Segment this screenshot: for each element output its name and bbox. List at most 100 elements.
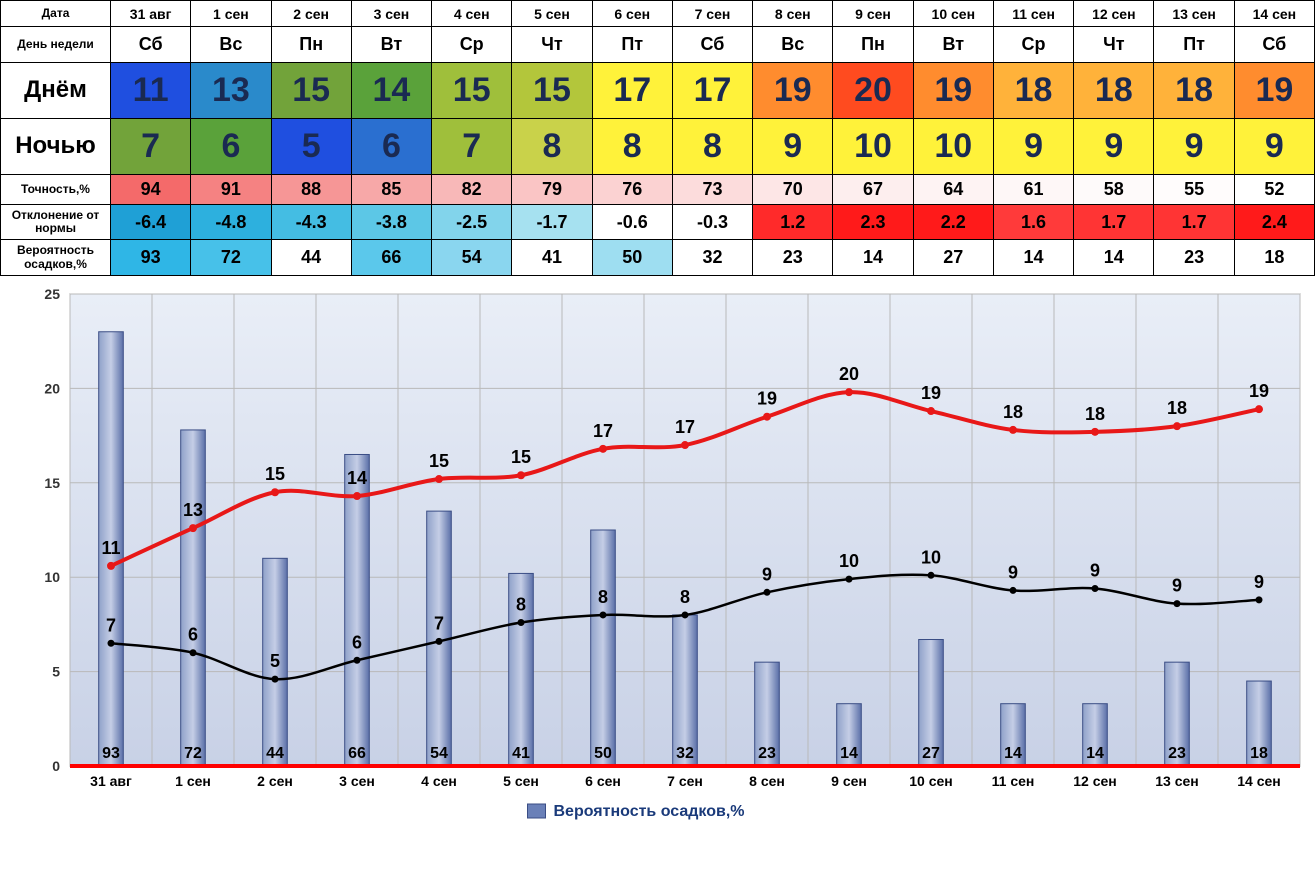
precip-cell: 18 bbox=[1234, 240, 1314, 275]
weather-table: Дата31 авг1 сен2 сен3 сен4 сен5 сен6 сен… bbox=[0, 0, 1315, 276]
night-temp-label: 9 bbox=[762, 564, 772, 584]
deviation-cell: 1.2 bbox=[753, 205, 833, 240]
day-temp-cell: 11 bbox=[111, 63, 191, 119]
precip-cell: 23 bbox=[753, 240, 833, 275]
legend: Вероятность осадков,% bbox=[528, 803, 745, 820]
night-temp-cell: 9 bbox=[753, 119, 833, 175]
precip-cell: 50 bbox=[592, 240, 672, 275]
day-temp-cell: 19 bbox=[1234, 63, 1314, 119]
precip-bar-label: 27 bbox=[922, 745, 940, 762]
night-temp-cell: 10 bbox=[833, 119, 913, 175]
day-temp-label: 15 bbox=[265, 464, 285, 484]
dow-cell: Сб bbox=[1234, 27, 1314, 63]
deviation-cell: -3.8 bbox=[351, 205, 431, 240]
precip-cell: 23 bbox=[1154, 240, 1234, 275]
y-tick-label: 10 bbox=[44, 569, 60, 585]
day-temp-label: 15 bbox=[511, 447, 531, 467]
dow-cell: Ср bbox=[432, 27, 512, 63]
dow-cell: Пт bbox=[592, 27, 672, 63]
night-temp-label: 9 bbox=[1090, 560, 1100, 580]
dow-cell: Ср bbox=[993, 27, 1073, 63]
x-tick-label: 2 сен bbox=[257, 773, 293, 789]
night-temp-marker bbox=[600, 611, 607, 618]
day-temp-cell: 18 bbox=[1154, 63, 1234, 119]
accuracy-cell: 76 bbox=[592, 175, 672, 205]
x-tick-label: 7 сен bbox=[667, 773, 703, 789]
accuracy-cell: 82 bbox=[432, 175, 512, 205]
precip-cell: 66 bbox=[351, 240, 431, 275]
accuracy-cell: 73 bbox=[672, 175, 752, 205]
night-temp-marker bbox=[354, 657, 361, 664]
day-temp-cell: 14 bbox=[351, 63, 431, 119]
date-cell: 31 авг bbox=[111, 1, 191, 27]
day-temp-label: 17 bbox=[675, 417, 695, 437]
day-temp-marker bbox=[763, 412, 771, 420]
precip-bar-label: 44 bbox=[266, 745, 284, 762]
day-temp-marker bbox=[1091, 428, 1099, 436]
day-temp-label: 19 bbox=[921, 383, 941, 403]
day-temp-label: 18 bbox=[1085, 404, 1105, 424]
day-temp-cell: 17 bbox=[672, 63, 752, 119]
night-temp-label: 8 bbox=[598, 587, 608, 607]
night-temp-label: 6 bbox=[352, 632, 362, 652]
night-temp-label: 7 bbox=[434, 613, 444, 633]
precip-bar-label: 72 bbox=[184, 745, 202, 762]
precip-cell: 44 bbox=[271, 240, 351, 275]
day-temp-cell: 18 bbox=[1074, 63, 1154, 119]
day-temp-label: 11 bbox=[101, 538, 120, 558]
x-tick-label: 13 сен bbox=[1155, 773, 1199, 789]
day-temp-cell: 13 bbox=[191, 63, 271, 119]
precip-bar-label: 14 bbox=[840, 745, 858, 762]
night-temp-label: 5 bbox=[270, 651, 280, 671]
date-cell: 3 сен bbox=[351, 1, 431, 27]
night-temp-marker bbox=[928, 572, 935, 579]
deviation-cell: 2.3 bbox=[833, 205, 913, 240]
night-temp-marker bbox=[108, 640, 115, 647]
night-temp-label: 10 bbox=[839, 551, 859, 571]
night-temp-cell: 6 bbox=[191, 119, 271, 175]
date-cell: 10 сен bbox=[913, 1, 993, 27]
precip-bar-label: 14 bbox=[1086, 745, 1104, 762]
dow-cell: Сб bbox=[111, 27, 191, 63]
dow-cell: Вт bbox=[913, 27, 993, 63]
day-temp-marker bbox=[1009, 426, 1017, 434]
row-header: Ночью bbox=[1, 119, 111, 175]
night-temp-marker bbox=[1256, 596, 1263, 603]
night-temp-marker bbox=[190, 649, 197, 656]
accuracy-cell: 52 bbox=[1234, 175, 1314, 205]
date-cell: 6 сен bbox=[592, 1, 672, 27]
night-temp-marker bbox=[764, 589, 771, 596]
date-cell: 4 сен bbox=[432, 1, 512, 27]
x-tick-label: 31 авг bbox=[90, 773, 132, 789]
legend-swatch bbox=[528, 804, 546, 818]
x-tick-label: 11 сен bbox=[992, 773, 1035, 789]
night-temp-label: 7 bbox=[106, 615, 116, 635]
night-temp-cell: 8 bbox=[512, 119, 592, 175]
deviation-cell: -6.4 bbox=[111, 205, 191, 240]
precip-bar-label: 32 bbox=[676, 745, 694, 762]
deviation-cell: 1.6 bbox=[993, 205, 1073, 240]
accuracy-cell: 55 bbox=[1154, 175, 1234, 205]
night-temp-marker bbox=[1010, 587, 1017, 594]
day-temp-marker bbox=[1255, 405, 1263, 413]
night-temp-marker bbox=[1092, 585, 1099, 592]
day-temp-marker bbox=[845, 388, 853, 396]
day-temp-marker bbox=[927, 407, 935, 415]
day-temp-cell: 15 bbox=[432, 63, 512, 119]
dow-cell: Чт bbox=[1074, 27, 1154, 63]
deviation-cell: -4.3 bbox=[271, 205, 351, 240]
dow-cell: Пн bbox=[271, 27, 351, 63]
night-temp-marker bbox=[272, 675, 279, 682]
deviation-cell: -1.7 bbox=[512, 205, 592, 240]
row-header: День недели bbox=[1, 27, 111, 63]
precip-bar bbox=[181, 430, 206, 766]
date-cell: 9 сен bbox=[833, 1, 913, 27]
accuracy-cell: 58 bbox=[1074, 175, 1154, 205]
y-tick-label: 25 bbox=[44, 286, 60, 302]
row-header: Вероятность осадков,% bbox=[1, 240, 111, 275]
precip-bar-label: 50 bbox=[594, 745, 612, 762]
day-temp-marker bbox=[435, 475, 443, 483]
date-cell: 11 сен bbox=[993, 1, 1073, 27]
precip-bar-label: 41 bbox=[512, 745, 530, 762]
day-temp-cell: 17 bbox=[592, 63, 672, 119]
